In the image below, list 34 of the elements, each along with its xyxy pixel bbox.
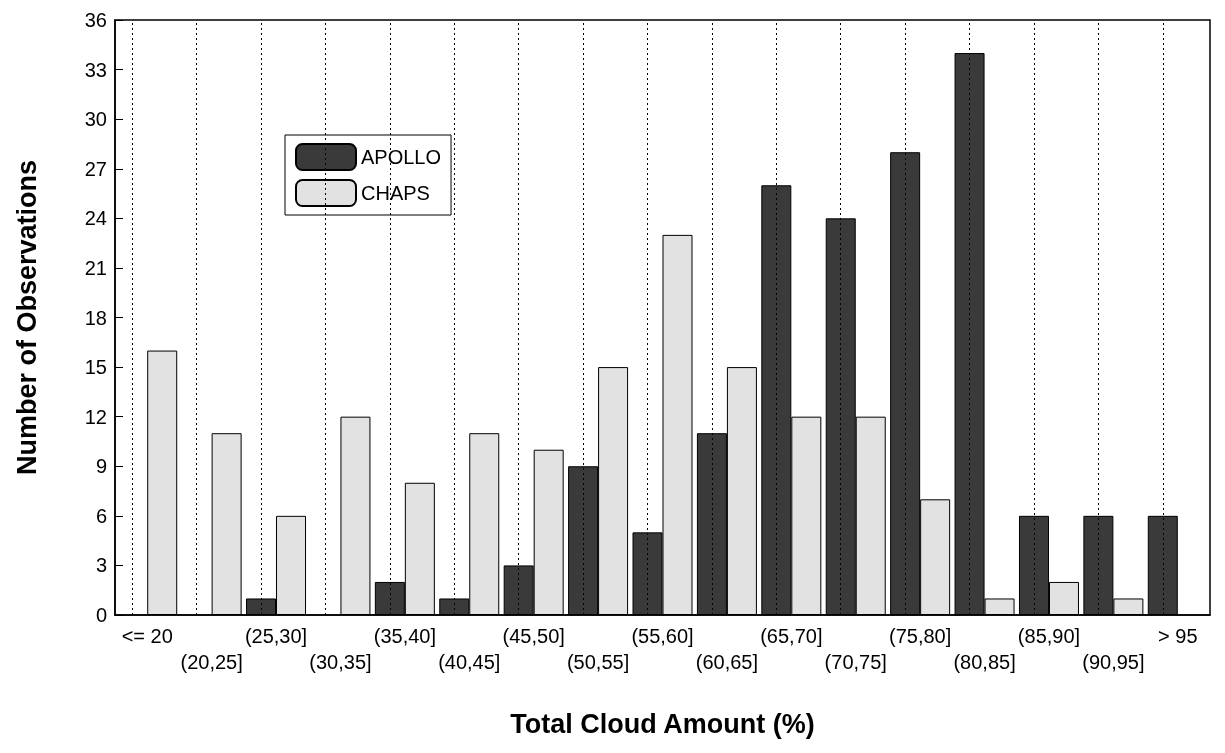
x-tick-label: (40,45] xyxy=(438,651,501,673)
legend-label: APOLLO xyxy=(361,146,442,168)
x-tick-label: (30,35] xyxy=(309,651,372,673)
x-tick-label: <= 20 xyxy=(121,625,173,647)
x-tick-label: (90,95] xyxy=(1082,651,1145,673)
x-tick-label: > 95 xyxy=(1158,625,1198,647)
x-tick-label: (75,80] xyxy=(889,625,952,647)
y-tick-label: 9 xyxy=(95,455,107,478)
y-axis-title: Number of Observations xyxy=(11,159,42,476)
y-tick-label: 36 xyxy=(84,9,107,31)
x-tick-label: (45,50] xyxy=(502,625,565,647)
x-tick-label: (35,40] xyxy=(373,625,436,647)
y-tick-label: 18 xyxy=(84,306,107,329)
y-tick-label: 15 xyxy=(84,356,107,379)
legend-label: CHAPS xyxy=(361,182,430,204)
x-tick-label: (25,30] xyxy=(244,625,308,647)
x-tick-label: (20,25] xyxy=(180,651,243,673)
x-tick-label: (80,85] xyxy=(953,651,1016,673)
x-tick-label: (70,75] xyxy=(824,651,887,673)
y-tick-label: 24 xyxy=(84,207,107,230)
x-tick-label: (50,55] xyxy=(566,651,630,673)
x-tick-label: (65,70] xyxy=(760,625,823,647)
y-tick-label: 12 xyxy=(84,405,107,428)
x-tick-label: (55,60] xyxy=(631,625,694,647)
y-tick-label: 6 xyxy=(95,504,107,527)
y-tick-label: 33 xyxy=(84,58,107,81)
x-tick-label: (85,90] xyxy=(1017,625,1081,647)
y-tick-label: 0 xyxy=(95,604,107,626)
y-tick-label: 3 xyxy=(95,554,107,577)
x-axis-title: Total Cloud Amount (%) xyxy=(510,708,815,739)
y-tick-label: 30 xyxy=(84,108,107,131)
y-tick-label: 21 xyxy=(84,256,107,279)
y-tick-label: 27 xyxy=(84,157,107,180)
x-tick-label: (60,65] xyxy=(695,651,759,673)
